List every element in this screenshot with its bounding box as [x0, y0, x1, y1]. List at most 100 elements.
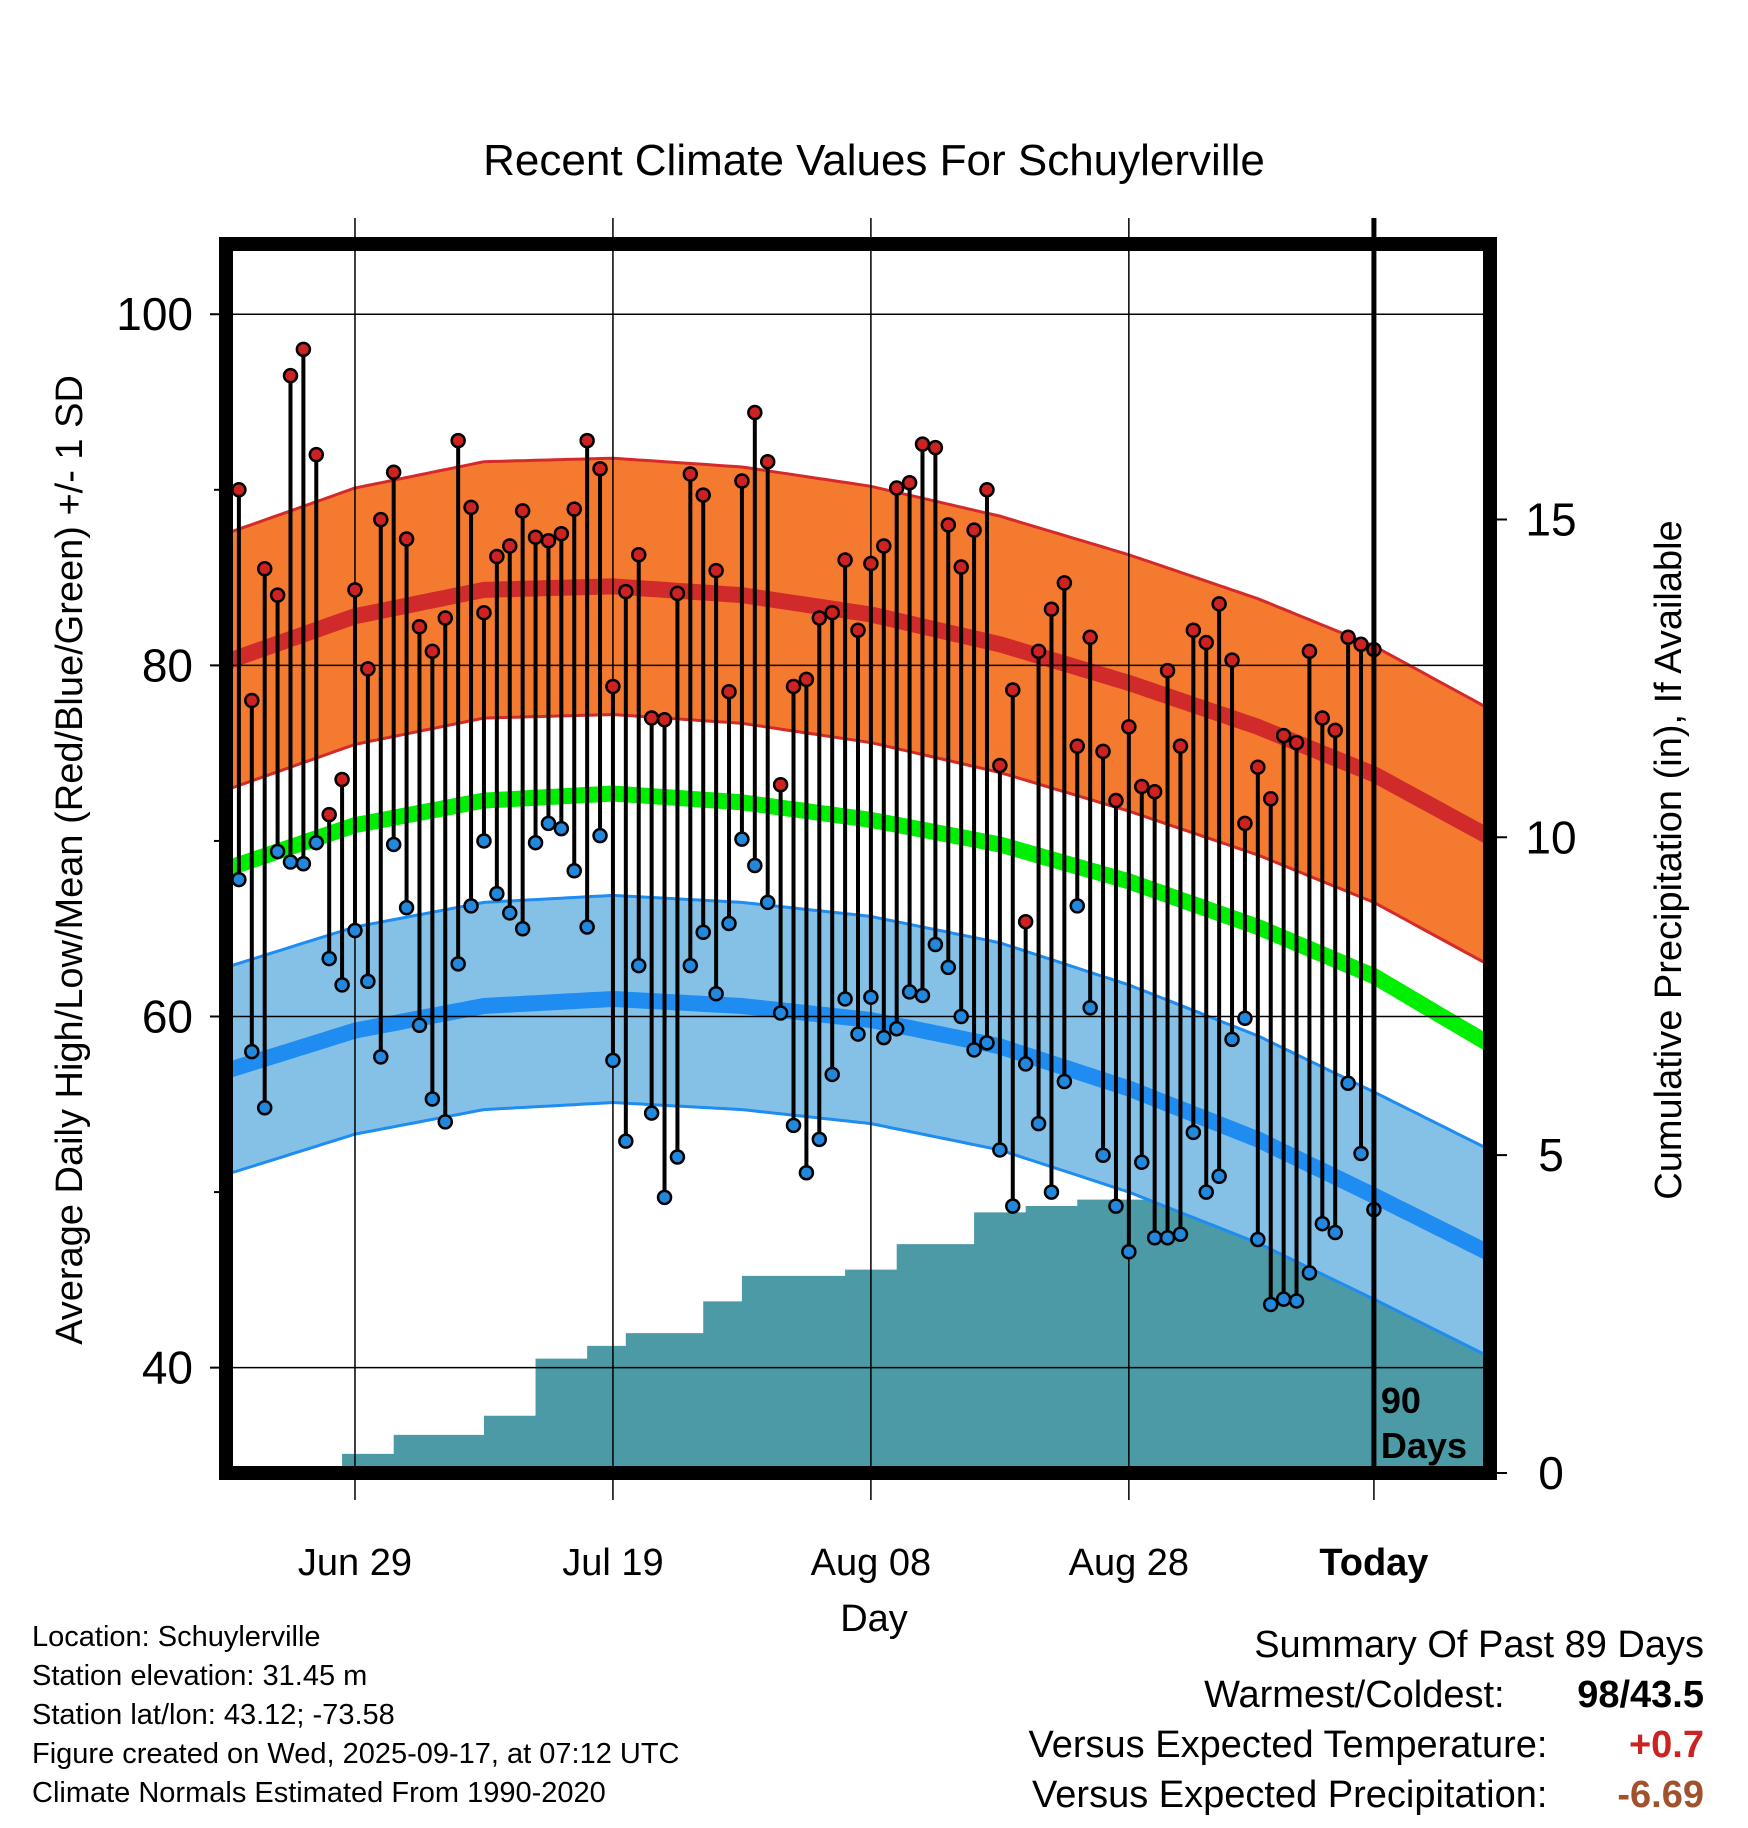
- daily-low-point: [979, 1035, 995, 1051]
- daily-low-point: [231, 871, 247, 888]
- daily-low-point: [682, 957, 699, 974]
- daily-low-point: [1082, 999, 1098, 1016]
- daily-high-point: [334, 771, 350, 788]
- daily-high-point: [1198, 634, 1214, 651]
- daily-high-point: [979, 482, 995, 498]
- daily-low-point: [888, 1021, 905, 1037]
- daily-low-point: [966, 1042, 982, 1058]
- daily-high-point: [1237, 815, 1253, 832]
- daily-low-point: [360, 973, 376, 990]
- daily-low-point: [1250, 1231, 1266, 1248]
- daily-high-point: [1172, 738, 1189, 754]
- daily-high-point: [1340, 629, 1356, 646]
- daily-low-point: [1069, 898, 1086, 914]
- daily-high-point: [811, 610, 828, 626]
- daily-low-point: [1043, 1184, 1060, 1200]
- chart-title: Recent Climate Values For Schuylerville: [483, 136, 1265, 185]
- daily-low-point: [1017, 1056, 1034, 1072]
- daily-high-point: [772, 777, 789, 793]
- daily-low-point: [282, 854, 299, 870]
- daily-high-point: [527, 529, 544, 545]
- plot-frame: [219, 237, 1497, 1480]
- daily-high-point: [1069, 738, 1086, 754]
- daily-high-point: [476, 604, 492, 621]
- daily-low-point: [1121, 1244, 1137, 1260]
- y-tick-label: 60: [142, 991, 193, 1043]
- x-tick-label: Today: [1319, 1542, 1428, 1584]
- daily-high-point: [992, 757, 1008, 774]
- daily-high-point: [1301, 643, 1318, 660]
- daily-high-point: [966, 522, 982, 538]
- daily-low-point: [695, 924, 711, 940]
- precipitation-area: [226, 1174, 1490, 1473]
- daily-low-point: [256, 1100, 273, 1116]
- daily-high-point: [373, 511, 389, 528]
- daily-high-point: [1056, 575, 1073, 591]
- daily-high-point: [269, 587, 286, 603]
- daily-high-point: [579, 432, 595, 449]
- daily-high-point: [1314, 710, 1331, 726]
- daily-high-point: [502, 538, 518, 554]
- y2-tick-label: 10: [1525, 811, 1576, 863]
- temp-label: Versus Expected Temperature:: [1028, 1724, 1548, 1766]
- daily-low-point: [1301, 1265, 1318, 1281]
- daily-high-point: [592, 460, 608, 477]
- daily-low-point: [1275, 1291, 1292, 1307]
- summary-title: Summary Of Past 89 Days: [1254, 1624, 1704, 1666]
- daily-high-point: [489, 548, 505, 565]
- daily-high-point: [1121, 719, 1137, 735]
- daily-low-point: [1327, 1224, 1343, 1241]
- daily-low-point: [592, 827, 608, 844]
- daily-high-point: [888, 480, 905, 496]
- daily-low-point: [759, 894, 776, 911]
- daily-high-point: [643, 710, 660, 726]
- daily-low-point: [244, 1043, 260, 1060]
- daily-low-point: [901, 984, 918, 1000]
- x-tick-label: Jun 29: [298, 1542, 412, 1584]
- y2-axis-label: Cumulative Precipitation (in), If Availa…: [1648, 520, 1690, 1199]
- daily-high-point: [798, 671, 815, 688]
- daily-low-point: [1211, 1168, 1227, 1185]
- low-sd-band: [226, 895, 1490, 1358]
- daily-low-point: [514, 920, 531, 937]
- normals-text: Climate Normals Estimated From 1990-2020: [32, 1777, 606, 1809]
- daily-high-point: [1005, 682, 1021, 698]
- daily-high-point: [398, 531, 415, 547]
- precip-label: Versus Expected Precipitation:: [1032, 1774, 1548, 1816]
- coldest-lo: 43.5: [1630, 1674, 1704, 1716]
- daily-low-point: [411, 1017, 428, 1034]
- x-tick-label: Aug 08: [811, 1542, 931, 1584]
- summary-warmest-row: Warmest/Coldest: 98/43.5: [944, 1670, 1704, 1720]
- daily-high-point: [824, 604, 840, 621]
- daily-high-point: [837, 552, 853, 568]
- daily-high-point: [231, 482, 247, 498]
- daily-low-point: [914, 987, 931, 1004]
- warmest-value: 98/43.5: [1577, 1670, 1704, 1720]
- daily-low-point: [811, 1131, 828, 1148]
- daily-high-point: [566, 501, 582, 517]
- daily-low-point: [824, 1066, 840, 1083]
- y-tick-label: 40: [142, 1342, 193, 1394]
- daily-low-point: [1185, 1124, 1202, 1141]
- daily-low-point: [295, 856, 312, 872]
- location-text: Location: Schuylerville: [32, 1621, 321, 1653]
- low-sd-lower-edge: [225, 1100, 1491, 1359]
- daily-low-point: [463, 898, 479, 914]
- daily-low-point: [721, 915, 737, 932]
- x-tick-label: Jul 19: [562, 1542, 663, 1584]
- daily-high-point: [1134, 778, 1150, 795]
- daily-low-point: [618, 1133, 634, 1149]
- daily-low-point: [385, 836, 402, 853]
- daily-high-point: [759, 453, 776, 470]
- daily-high-point: [1082, 629, 1098, 646]
- daily-low-point: [1172, 1226, 1189, 1242]
- x-tick-label: Aug 28: [1069, 1542, 1189, 1584]
- daily-high-point: [308, 446, 325, 463]
- daily-high-point: [1030, 643, 1047, 660]
- daily-low-point: [643, 1105, 660, 1121]
- daily-low-point: [1340, 1075, 1356, 1091]
- daily-low-point: [476, 833, 492, 849]
- daily-high-point: [618, 583, 634, 600]
- daily-low-point: [1134, 1154, 1150, 1170]
